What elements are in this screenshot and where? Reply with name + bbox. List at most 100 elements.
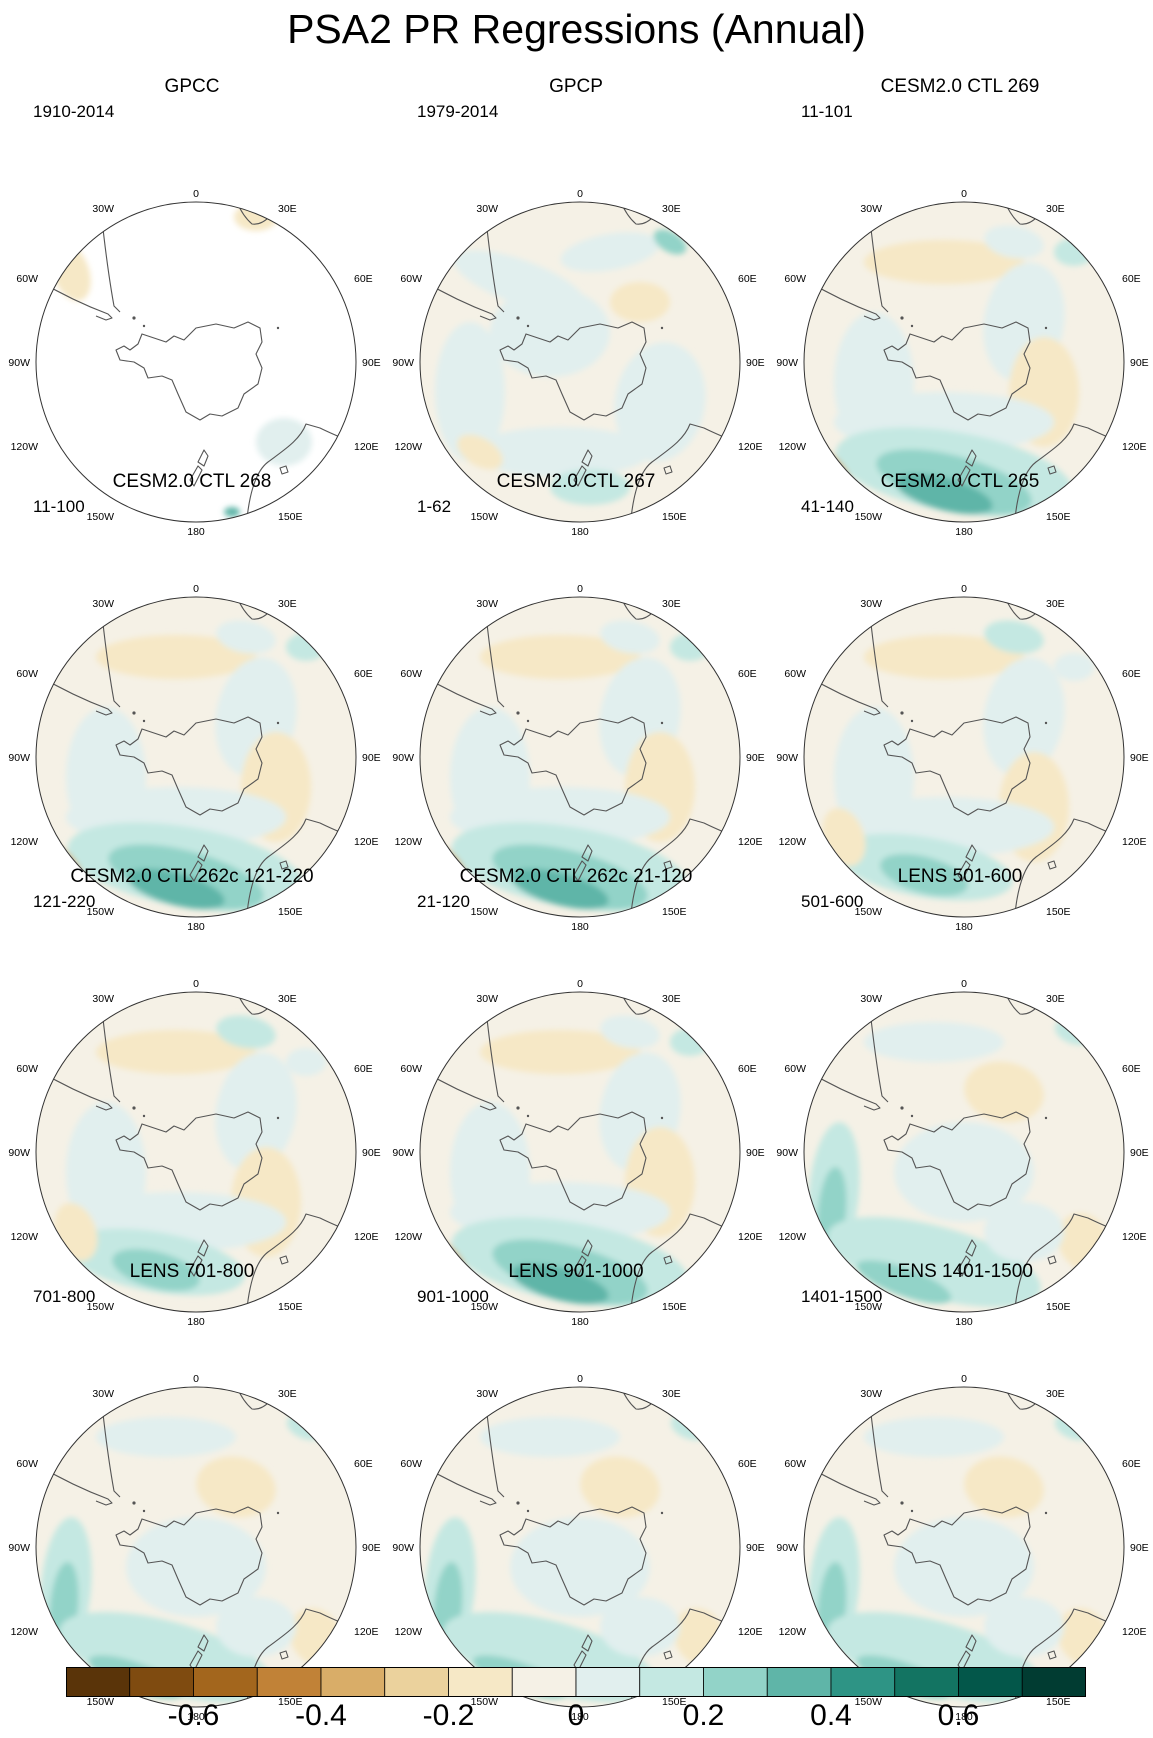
lon-label-mid-upper-right: 60E	[354, 273, 373, 285]
colorbar-tick-label: 0	[567, 1699, 585, 1732]
panel-title: CESM2.0 CTL 262c 21-120	[459, 866, 693, 887]
map-panel: 0 180 30W 30E 60W 60E 90W 90E 120W 120E 150W 150E CE…	[0, 470, 384, 933]
colorbar-tick-label: -0.6	[167, 1699, 220, 1732]
lon-label-mid-lower-left: 120W	[11, 441, 39, 453]
colorbar-tick-label: 0.6	[937, 1699, 980, 1732]
lon-label-lower-right: 150E	[1046, 1696, 1071, 1708]
lon-label-mid-upper-left: 60W	[784, 273, 806, 285]
colorbar-swatch	[1021, 1667, 1086, 1697]
lon-label-left: 90W	[776, 752, 798, 764]
colorbar-swatch	[894, 1667, 959, 1697]
lon-label-upper-right: 30E	[278, 598, 297, 610]
lon-label-mid-upper-right: 60E	[1122, 273, 1141, 285]
lon-label-right: 90E	[362, 357, 381, 369]
colorbar-swatch	[703, 1667, 768, 1697]
lon-label-top: 0	[961, 188, 967, 200]
lon-label-mid-lower-left: 120W	[395, 441, 423, 453]
panel-title: LENS 901-1000	[508, 1261, 644, 1282]
lon-label-mid-upper-right: 60E	[354, 668, 373, 680]
lon-label-mid-lower-right: 120E	[738, 441, 763, 453]
lon-label-right: 90E	[362, 752, 381, 764]
panel-period: 501-600	[801, 892, 864, 911]
lon-label-mid-lower-right: 120E	[738, 836, 763, 848]
polar-map: 0 180 30W 30E 60W 60E 90W 90E 120W 120E 150W 150E	[392, 978, 765, 1328]
lon-label-mid-upper-right: 60E	[738, 273, 757, 285]
lon-label-mid-lower-right: 120E	[738, 1231, 763, 1243]
panel-title: LENS 501-600	[897, 866, 1023, 887]
colorbar-swatch	[66, 1667, 131, 1697]
lon-label-lower-left: 150W	[87, 511, 115, 523]
lon-label-bottom: 180	[571, 1316, 589, 1328]
lon-label-lower-left: 150W	[87, 1696, 115, 1708]
lon-label-lower-left: 150W	[87, 1301, 115, 1313]
lon-label-mid-upper-left: 60W	[16, 273, 38, 285]
lon-label-upper-right: 30E	[278, 1388, 297, 1400]
lon-label-lower-left: 150W	[471, 1301, 499, 1313]
lon-label-mid-lower-left: 120W	[779, 1626, 807, 1638]
panel-period: 41-140	[801, 497, 854, 516]
colorbar-swatch	[256, 1667, 322, 1697]
panel-title: CESM2.0 CTL 269	[880, 76, 1040, 97]
lon-label-top: 0	[961, 978, 967, 990]
lon-label-mid-lower-right: 120E	[354, 1626, 379, 1638]
lon-label-upper-right: 30E	[662, 203, 681, 215]
lon-label-upper-left: 30W	[860, 598, 882, 610]
lon-label-mid-lower-right: 120E	[354, 441, 379, 453]
lon-label-lower-right: 150E	[662, 511, 687, 523]
lon-label-mid-upper-right: 60E	[738, 1458, 757, 1470]
map-panel: 0 180 30W 30E 60W 60E 90W 90E 120W 120E 150W 150E CE…	[768, 75, 1152, 538]
lon-label-mid-upper-right: 60E	[1122, 1063, 1141, 1075]
lon-label-mid-upper-left: 60W	[400, 668, 422, 680]
lon-label-mid-lower-left: 120W	[779, 836, 807, 848]
lon-label-top: 0	[577, 1373, 583, 1385]
lon-label-bottom: 180	[955, 921, 973, 933]
panel-period: 1-62	[417, 497, 452, 516]
lon-label-mid-lower-right: 120E	[1122, 836, 1147, 848]
lon-label-lower-left: 150W	[471, 511, 499, 523]
lon-label-lower-right: 150E	[278, 906, 303, 918]
lon-label-right: 90E	[1130, 1147, 1149, 1159]
lon-label-right: 90E	[746, 752, 765, 764]
panel-period: 1979-2014	[417, 102, 499, 121]
lon-label-lower-right: 150E	[278, 511, 303, 523]
lon-label-lower-left: 150W	[855, 1301, 883, 1313]
map-panel: 0 180 30W 30E 60W 60E 90W 90E 120W 120E 150W 150E GP…	[0, 75, 384, 538]
lon-label-lower-left: 150W	[471, 1696, 499, 1708]
lon-label-mid-upper-right: 60E	[354, 1063, 373, 1075]
lon-label-right: 90E	[746, 1542, 765, 1554]
colorbar-tick-label: -0.2	[422, 1699, 475, 1732]
colorbar-swatch	[575, 1667, 641, 1697]
colorbar-swatch	[448, 1667, 513, 1697]
lon-label-upper-left: 30W	[860, 993, 882, 1005]
colorbar-swatch	[958, 1667, 1023, 1697]
colorbar-swatch	[129, 1667, 194, 1697]
panel-period: 1910-2014	[33, 102, 115, 121]
panel-title: CESM2.0 CTL 268	[112, 471, 272, 492]
lon-label-upper-left: 30W	[92, 1388, 114, 1400]
panel-title: CESM2.0 CTL 267	[496, 471, 656, 492]
lon-label-right: 90E	[746, 1147, 765, 1159]
map-panel: 0 180 30W 30E 60W 60E 90W 90E 120W 120E 150W 150E CE…	[384, 470, 768, 933]
lon-label-bottom: 180	[571, 526, 589, 538]
colorbar-tick-label: 0.2	[682, 1699, 725, 1732]
lon-label-mid-lower-left: 120W	[11, 1626, 39, 1638]
lon-label-right: 90E	[362, 1147, 381, 1159]
lon-label-mid-lower-left: 120W	[11, 836, 39, 848]
lon-label-lower-right: 150E	[1046, 906, 1071, 918]
figure-title: PSA2 PR Regressions (Annual)	[287, 6, 866, 52]
map-panel: 0 180 30W 30E 60W 60E 90W 90E 120W 120E 150W 150E LE…	[768, 1260, 1152, 1723]
lon-label-mid-upper-left: 60W	[16, 1063, 38, 1075]
polar-map: 0 180 30W 30E 60W 60E 90W 90E 120W 120E 150W 150E	[776, 583, 1148, 933]
panel-period: 1401-1500	[801, 1287, 883, 1306]
polar-map: 0 180 30W 30E 60W 60E 90W 90E 120W 120E 150W 150E	[8, 978, 381, 1328]
lon-label-bottom: 180	[571, 921, 589, 933]
lon-label-top: 0	[577, 978, 583, 990]
lon-label-mid-lower-left: 120W	[779, 1231, 807, 1243]
lon-label-mid-upper-left: 60W	[400, 1458, 422, 1470]
lon-label-mid-lower-left: 120W	[779, 441, 807, 453]
map-panel: 0 180 30W 30E 60W 60E 90W 90E 120W 120E 150W 150E CE…	[768, 470, 1152, 933]
lon-label-lower-left: 150W	[471, 906, 499, 918]
lon-label-right: 90E	[1130, 1542, 1149, 1554]
lon-label-mid-lower-right: 120E	[354, 1231, 379, 1243]
lon-label-mid-lower-right: 120E	[1122, 1231, 1147, 1243]
